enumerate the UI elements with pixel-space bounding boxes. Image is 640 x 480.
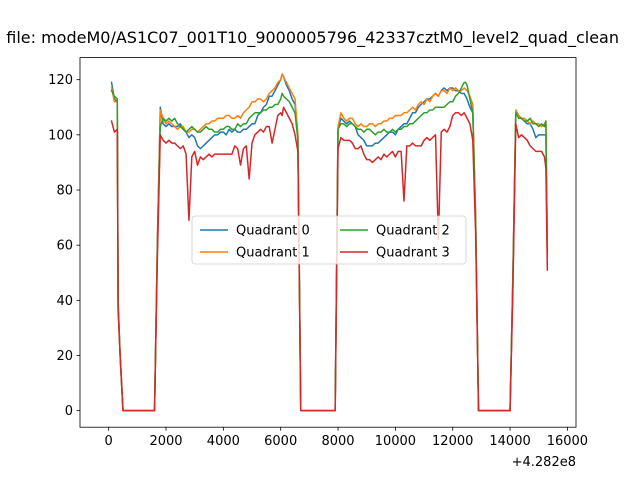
series-line-quadrant-3 (110, 106, 549, 412)
y-tick-label: 100 (48, 128, 73, 143)
chart-title: n file: modeM0/AS1C07_001T10_9000005796_… (0, 28, 619, 48)
legend-label-quadrant-2: Quadrant 2 (376, 224, 450, 239)
x-tick-label: 10000 (375, 434, 416, 449)
y-tick-label: 20 (56, 349, 73, 364)
axes-layer: 0 2000 4000 6000 8000 10000 12000 14000 16000 0 20… (48, 57, 588, 449)
y-tick-label: 120 (48, 73, 73, 88)
series-line-quadrant-0 (110, 73, 549, 412)
y-tick-label: 0 (65, 404, 73, 419)
x-tick-label: 16000 (547, 434, 588, 449)
y-tick-label: 60 (56, 239, 73, 254)
x-tick-label: 12000 (432, 434, 473, 449)
x-tick-label: 4000 (207, 434, 240, 449)
legend-label-quadrant-3: Quadrant 3 (376, 246, 450, 261)
y-tick-label: 40 (56, 294, 73, 309)
legend: Quadrant 0 Quadrant 1 Quadrant 2 Quadrant 3 (191, 215, 467, 265)
legend-label-quadrant-1: Quadrant 1 (236, 246, 310, 261)
x-tick-label: 2000 (149, 434, 182, 449)
x-offset-label: +4.282e8 (512, 455, 576, 470)
x-tick-label: 8000 (321, 434, 354, 449)
series-layer (110, 73, 549, 412)
plot-frame (79, 57, 577, 428)
series-line-quadrant-2 (110, 81, 549, 412)
y-tick-label: 80 (56, 183, 73, 198)
legend-box (191, 215, 467, 265)
legend-label-quadrant-0: Quadrant 0 (236, 224, 310, 239)
x-tick-label: 14000 (489, 434, 530, 449)
x-tick-label: 6000 (264, 434, 297, 449)
x-tick-label: 0 (105, 434, 113, 449)
